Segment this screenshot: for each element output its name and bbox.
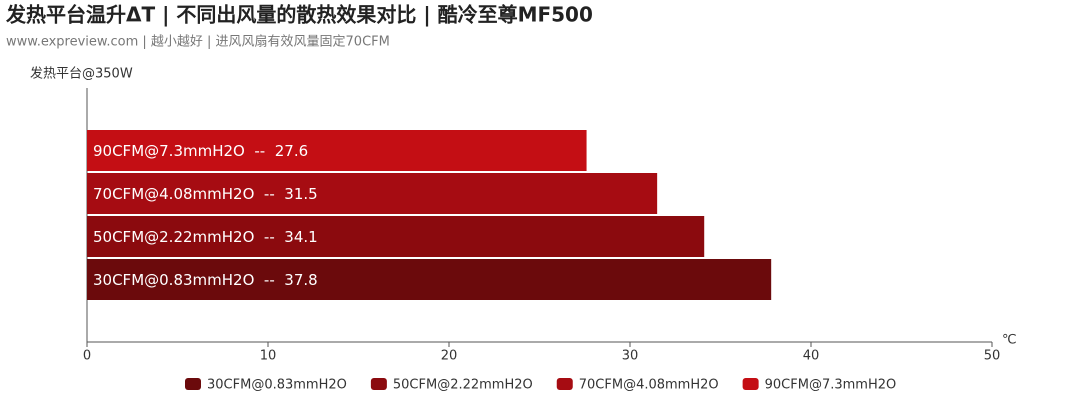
x-tick-label: 20 [441, 349, 458, 364]
legend-label: 70CFM@4.08mmH2O [579, 378, 719, 393]
x-tick-label: 30 [622, 349, 639, 364]
legend-swatch [370, 378, 387, 390]
bar-label: 50CFM@2.22mmH2O -- 34.1 [93, 228, 318, 246]
legend-label: 90CFM@7.3mmH2O [765, 378, 897, 393]
chart-title: 发热平台温升ΔT | 不同出风量的散热效果对比 | 酷冷至尊MF500 [5, 3, 593, 27]
legend-swatch [556, 378, 573, 390]
x-tick-label: 0 [83, 349, 91, 364]
category-label: 发热平台@350W [30, 66, 133, 82]
x-tick-label: 50 [984, 349, 1001, 364]
legend-label: 30CFM@0.83mmH2O [207, 378, 347, 393]
bar [87, 130, 587, 171]
x-axis-label: ℃ [1002, 333, 1017, 348]
x-tick-label: 40 [803, 349, 820, 364]
bar-label: 30CFM@0.83mmH2O -- 37.8 [93, 271, 318, 289]
bar [87, 259, 772, 300]
x-tick-label: 10 [260, 349, 277, 364]
bar-label: 70CFM@4.08mmH2O -- 31.5 [93, 185, 318, 203]
legend-swatch [742, 378, 759, 390]
legend-swatch [185, 378, 201, 390]
bar [87, 216, 705, 257]
chart-subtitle: www.expreview.com | 越小越好 | 进风风扇有效风量固定70C… [6, 34, 390, 50]
bar [87, 173, 658, 214]
bar-label: 90CFM@7.3mmH2O -- 27.6 [93, 142, 308, 160]
legend-label: 50CFM@2.22mmH2O [393, 378, 533, 393]
